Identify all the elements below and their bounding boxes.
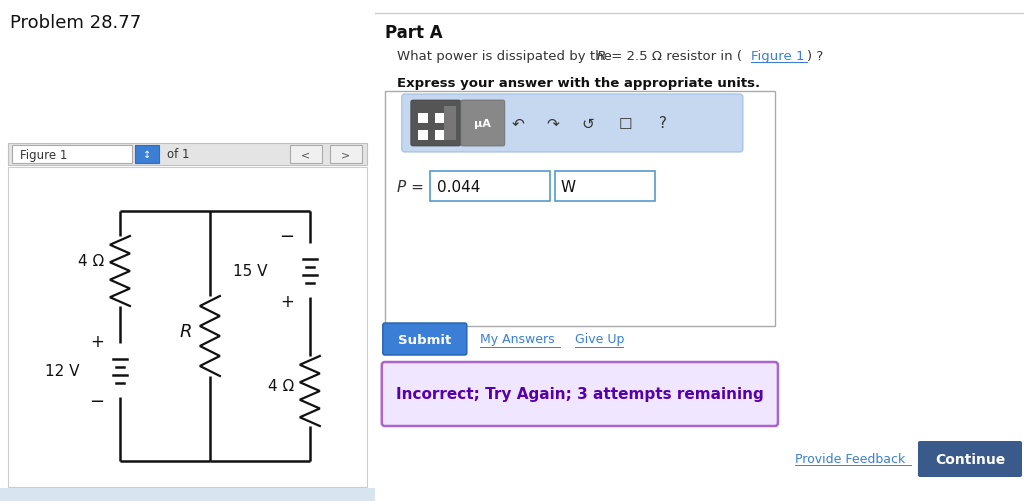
FancyBboxPatch shape: [383, 323, 467, 355]
Text: R: R: [179, 322, 191, 340]
Text: My Answers: My Answers: [480, 333, 554, 346]
FancyBboxPatch shape: [430, 172, 550, 201]
FancyBboxPatch shape: [290, 146, 322, 164]
FancyBboxPatch shape: [401, 95, 742, 153]
Text: Express your answer with the appropriate units.: Express your answer with the appropriate…: [396, 77, 760, 90]
FancyBboxPatch shape: [555, 172, 655, 201]
Text: ↺: ↺: [582, 116, 594, 131]
FancyBboxPatch shape: [918, 441, 1022, 477]
FancyBboxPatch shape: [330, 146, 361, 164]
Text: ↕: ↕: [143, 150, 151, 160]
FancyBboxPatch shape: [435, 131, 444, 141]
Text: ) ?: ) ?: [807, 50, 823, 63]
Text: −: −: [89, 392, 104, 410]
Text: W: W: [561, 179, 575, 194]
FancyBboxPatch shape: [443, 107, 456, 141]
Text: 12 V: 12 V: [45, 364, 80, 379]
FancyBboxPatch shape: [435, 114, 444, 124]
Text: Figure 1: Figure 1: [751, 50, 805, 63]
FancyBboxPatch shape: [135, 146, 159, 164]
FancyBboxPatch shape: [418, 114, 428, 124]
FancyBboxPatch shape: [382, 362, 778, 426]
Text: μA: μA: [474, 119, 492, 129]
Text: Figure 1: Figure 1: [20, 148, 68, 161]
Text: ↶: ↶: [511, 116, 524, 131]
Text: Continue: Continue: [935, 452, 1006, 466]
FancyBboxPatch shape: [411, 101, 461, 147]
Text: 4 Ω: 4 Ω: [267, 379, 294, 394]
Text: ☐: ☐: [620, 116, 633, 131]
FancyBboxPatch shape: [12, 146, 132, 164]
FancyBboxPatch shape: [8, 168, 367, 487]
Text: = 2.5 Ω resistor in (: = 2.5 Ω resistor in (: [607, 50, 741, 63]
Text: +: +: [280, 293, 294, 311]
Text: Incorrect; Try Again; 3 attempts remaining: Incorrect; Try Again; 3 attempts remaini…: [396, 387, 764, 402]
Text: 15 V: 15 V: [233, 264, 268, 279]
FancyBboxPatch shape: [385, 92, 775, 326]
Text: ↷: ↷: [547, 116, 559, 131]
Text: 4 Ω: 4 Ω: [78, 254, 104, 269]
Text: of 1: of 1: [167, 148, 189, 161]
Text: P =: P =: [396, 179, 424, 194]
Text: Part A: Part A: [385, 24, 442, 42]
Text: −: −: [279, 227, 294, 245]
Text: +: +: [90, 332, 104, 350]
Text: ?: ?: [658, 116, 667, 131]
Text: What power is dissipated by the: What power is dissipated by the: [396, 50, 615, 63]
Text: 0.044: 0.044: [437, 179, 480, 194]
Text: Provide Feedback: Provide Feedback: [795, 452, 905, 465]
FancyBboxPatch shape: [0, 488, 375, 501]
Text: R: R: [597, 50, 606, 63]
Text: Problem 28.77: Problem 28.77: [10, 14, 141, 32]
FancyBboxPatch shape: [8, 144, 367, 166]
FancyBboxPatch shape: [418, 131, 428, 141]
FancyBboxPatch shape: [461, 101, 505, 147]
Text: Submit: Submit: [398, 333, 452, 346]
Text: Give Up: Give Up: [574, 333, 625, 346]
Text: <: <: [301, 150, 310, 160]
Text: >: >: [341, 150, 350, 160]
